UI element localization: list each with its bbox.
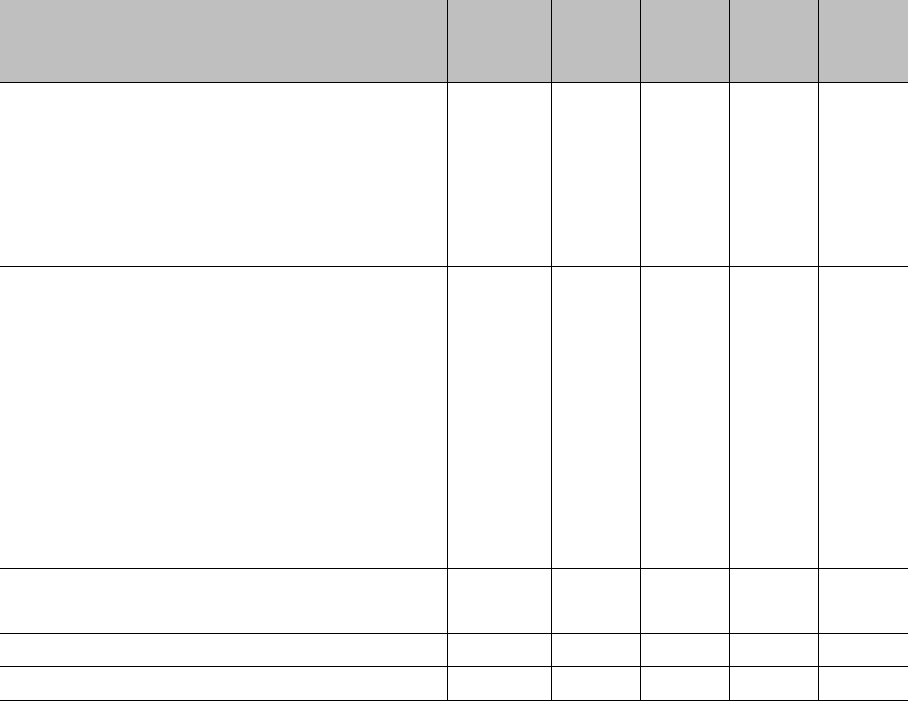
column-borders — [447, 0, 819, 701]
header-row — [0, 0, 908, 82]
row-borders — [0, 82, 908, 701]
